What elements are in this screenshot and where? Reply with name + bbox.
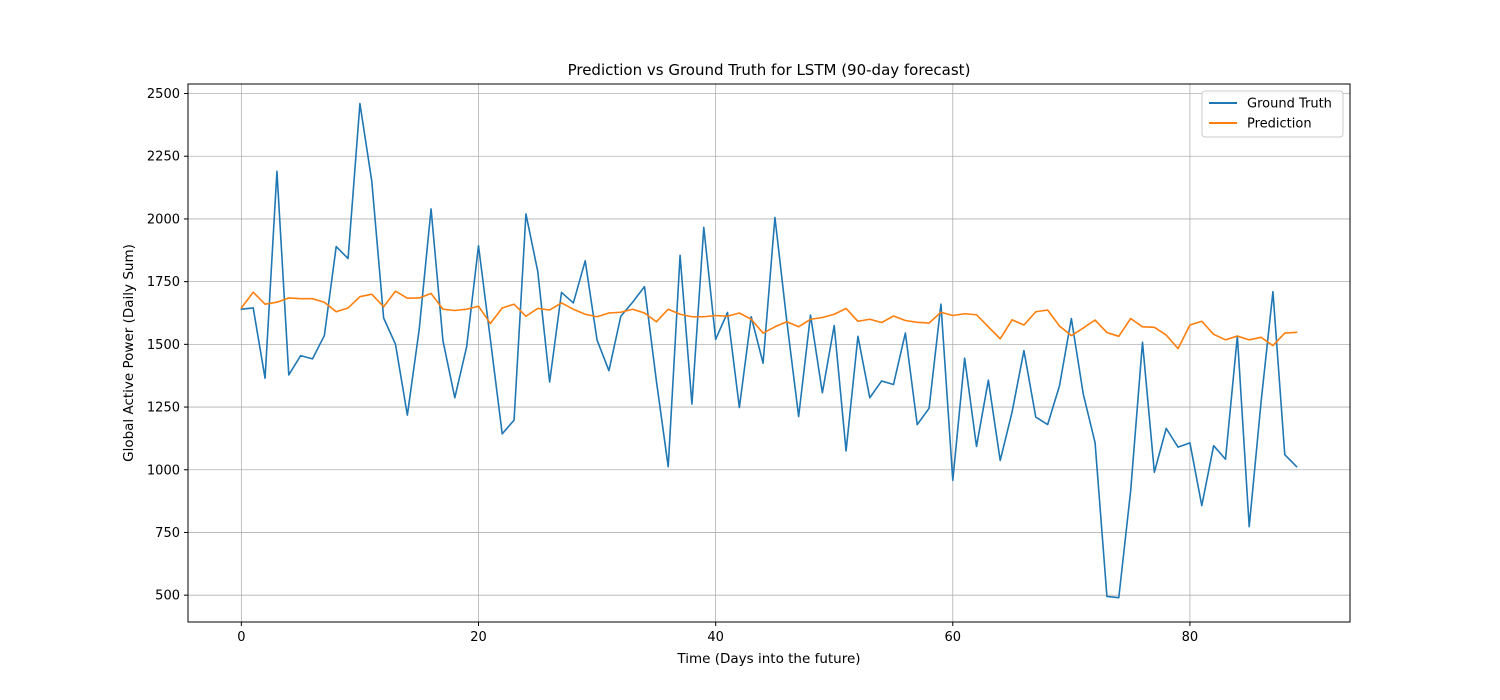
plot-area-frame xyxy=(187,83,1351,623)
x-tick-label: 0 xyxy=(237,630,245,645)
chart-title: Prediction vs Ground Truth for LSTM (90-… xyxy=(568,61,971,79)
x-tick-label: 40 xyxy=(707,630,724,645)
y-tick-label: 1250 xyxy=(147,401,180,416)
y-tick-label: 2000 xyxy=(147,212,180,227)
y-tick-label: 2500 xyxy=(147,87,180,102)
y-tick-label: 500 xyxy=(155,589,180,604)
y-tick-label: 1000 xyxy=(147,463,180,478)
series-line-prediction xyxy=(240,290,1298,350)
y-tick-label: 2250 xyxy=(147,150,180,165)
x-tick-label: 60 xyxy=(945,630,962,645)
y-tick-label: 750 xyxy=(155,526,180,541)
legend-label-prediction: Prediction xyxy=(1247,117,1312,132)
series-lines xyxy=(240,102,1298,599)
series-line-ground-truth xyxy=(240,102,1298,599)
legend-label-ground-truth: Ground Truth xyxy=(1247,97,1332,112)
y-tick-label: 1750 xyxy=(147,275,180,290)
y-axis-label: Global Active Power (Daily Sum) xyxy=(121,244,137,462)
x-axis-label: Time (Days into the future) xyxy=(676,651,860,667)
legend-box xyxy=(1201,90,1344,138)
legend: Ground Truth Prediction xyxy=(1201,90,1344,138)
x-tick-label: 80 xyxy=(1182,630,1199,645)
y-tick-label: 1500 xyxy=(147,338,180,353)
x-tick-label: 20 xyxy=(470,630,487,645)
axis-ticks: 0 20 40 60 80 500 750 1000 1250 1500 1750 2000 2250 2… xyxy=(147,87,1198,645)
